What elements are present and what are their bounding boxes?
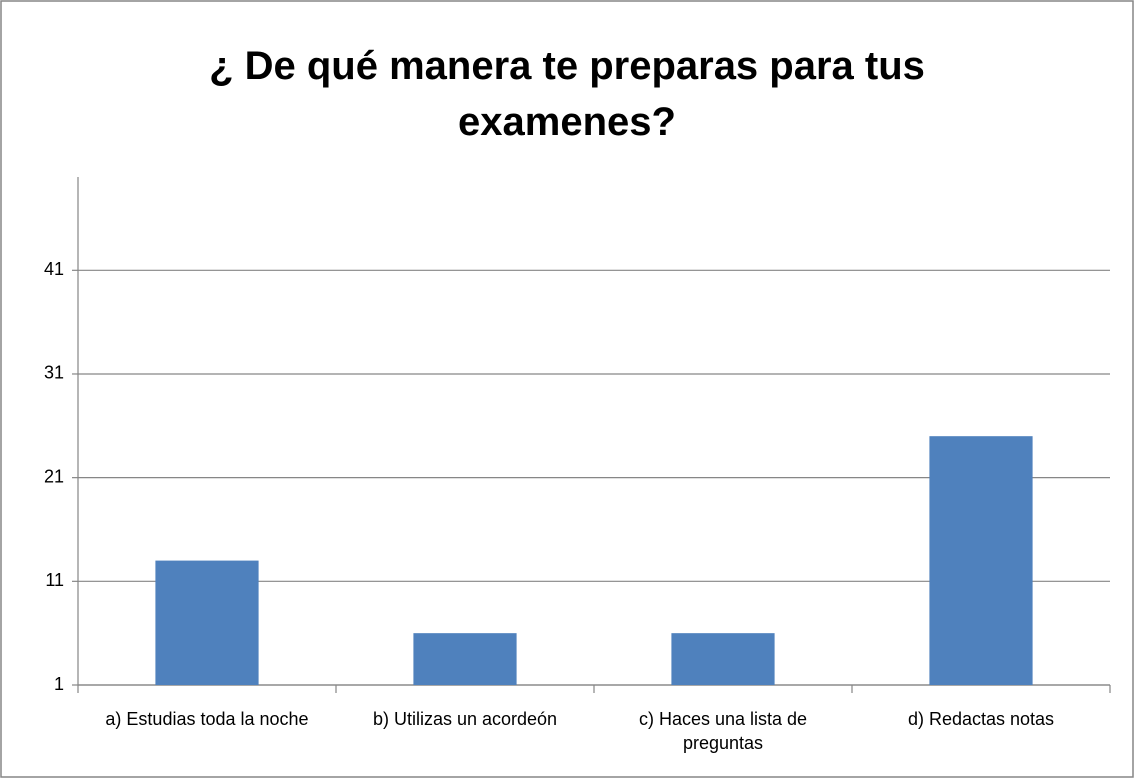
bar xyxy=(155,560,259,685)
y-tick-label: 41 xyxy=(44,259,64,279)
x-tick-label: a) Estudias toda la noche xyxy=(105,709,309,729)
y-tick-label: 31 xyxy=(44,363,64,383)
x-tick-label: b) Utilizas un acordeón xyxy=(372,709,558,729)
bar xyxy=(929,436,1033,685)
bar xyxy=(671,633,775,685)
y-tick-label: 21 xyxy=(44,466,64,486)
chart-title: ¿ De qué manera te preparas para tus exa… xyxy=(209,44,925,144)
x-tick-label: d) Redactas notas xyxy=(907,709,1055,729)
bar xyxy=(413,633,517,685)
y-tick-label: 11 xyxy=(45,570,64,590)
x-tick-label: c) Haces una lista de preguntas xyxy=(638,709,808,753)
y-tick-label: 1 xyxy=(54,674,64,694)
